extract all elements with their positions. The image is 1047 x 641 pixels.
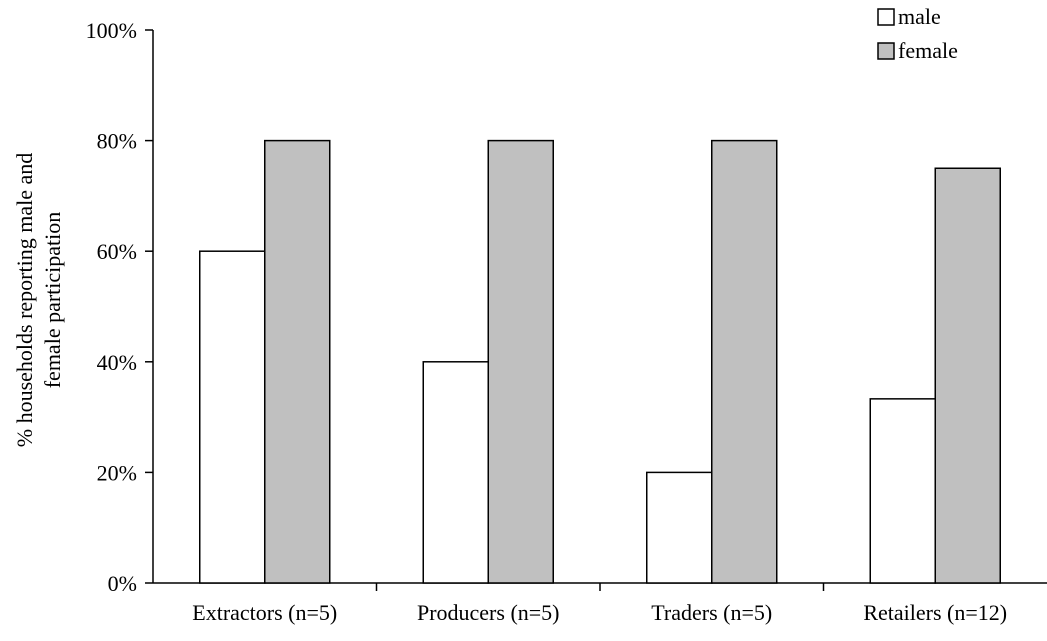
legend-swatch-female: [877, 42, 895, 60]
x-tick-label: Traders (n=5): [651, 600, 772, 625]
y-tick-label: 20%: [97, 460, 137, 485]
legend: male female: [877, 4, 958, 63]
x-axis-ticks: Extractors (n=5) Producers (n=5) Traders (…: [192, 583, 1007, 625]
bar-female-0: [264, 139, 331, 584]
y-tick-label: 60%: [97, 239, 137, 264]
legend-swatch-male: [877, 8, 895, 26]
bar-male-0: [199, 250, 266, 584]
bar-male-1: [422, 361, 489, 584]
x-tick-label: Retailers (n=12): [863, 600, 1007, 625]
y-axis-title: % households reporting male and female pa…: [12, 153, 65, 448]
bar-male-3: [869, 398, 936, 584]
y-tick-label: 0%: [108, 571, 137, 596]
y-axis-label-line: % households reporting male and: [12, 153, 37, 448]
bar-male-2: [646, 471, 713, 584]
bar-female-3: [934, 167, 1001, 584]
x-tick-label: Extractors (n=5): [192, 600, 337, 625]
y-tick-label: 80%: [97, 129, 137, 154]
y-axis-ticks: 0% 20% 40% 60% 80% 100%: [86, 18, 153, 596]
y-axis-label-line: female participation: [40, 212, 65, 389]
legend-label-female: female: [898, 38, 958, 63]
legend-label-male: male: [898, 4, 941, 29]
y-tick-label: 100%: [86, 18, 137, 43]
bar-female-2: [711, 139, 778, 584]
x-tick-label: Producers (n=5): [417, 600, 560, 625]
y-axis-label: % households reporting male and female pa…: [12, 153, 65, 448]
bar-female-1: [487, 139, 554, 584]
bars: [199, 139, 1001, 584]
y-tick-label: 40%: [97, 350, 137, 375]
